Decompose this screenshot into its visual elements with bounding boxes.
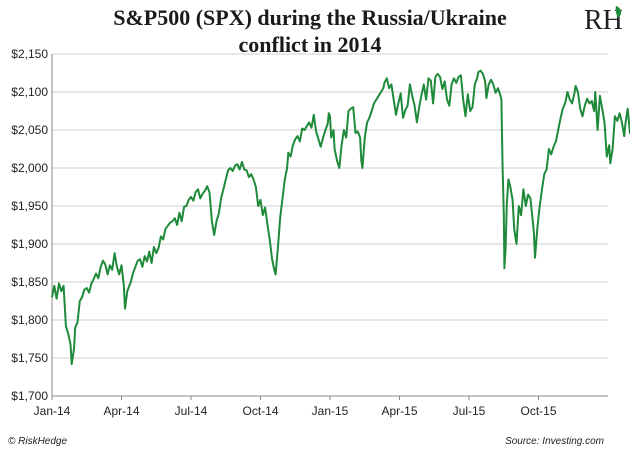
y-tick-label: $2,150 [11, 47, 48, 61]
y-tick-label: $2,100 [11, 85, 48, 99]
grid-layer [52, 53, 608, 397]
label-layer: $1,700 $1,750 $1,800 $1,850 $1,900 $1,950 $2,0… [11, 47, 557, 418]
x-tick-label: Oct-14 [242, 404, 278, 418]
series-line-spx [51, 69, 630, 366]
copyright-text: © RiskHedge [8, 436, 68, 447]
chart-title-line-2: conflict in 2014 [238, 32, 382, 57]
y-tick-label: $1,800 [11, 313, 48, 327]
logo-leaf-icon [615, 6, 622, 18]
y-tick-label: $1,900 [11, 237, 48, 251]
y-tick-label: $1,850 [11, 275, 48, 289]
source-text: Source: Investing.com [505, 436, 604, 447]
axis-layer [51, 54, 608, 400]
x-tick-label: Apr-14 [103, 404, 139, 418]
series-layer [51, 69, 630, 366]
x-tick-label: Apr-15 [381, 404, 417, 418]
y-tick-label: $1,700 [11, 389, 48, 403]
x-tick-label: Jan-15 [312, 404, 349, 418]
y-tick-label: $2,050 [11, 123, 48, 137]
y-tick-label: $1,750 [11, 351, 48, 365]
x-tick-label: Jul-14 [175, 404, 208, 418]
y-tick-label: $1,950 [11, 199, 48, 213]
chart-title: S&P500 (SPX) during the Russia/Ukraine c… [40, 4, 580, 58]
x-tick-label: Jan-14 [34, 404, 71, 418]
riskhedge-logo: RH [584, 5, 623, 36]
x-tick-label: Oct-15 [520, 404, 556, 418]
chart-title-line-1: S&P500 (SPX) during the Russia/Ukraine [113, 5, 507, 30]
y-tick-label: $2,000 [11, 161, 48, 175]
x-tick-label: Jul-15 [453, 404, 486, 418]
